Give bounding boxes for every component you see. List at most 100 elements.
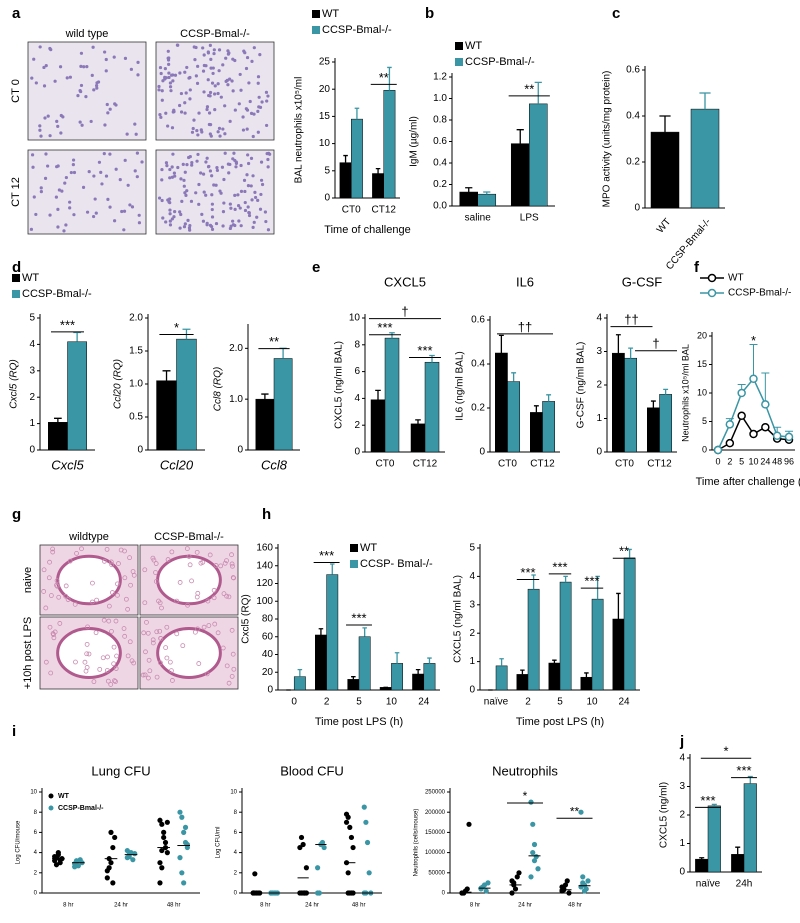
cell — [123, 56, 128, 60]
y-axis-label: Log CFU/mouse — [16, 820, 22, 864]
cell — [93, 197, 97, 201]
cell — [256, 81, 260, 85]
cell — [215, 168, 220, 173]
cell — [84, 94, 88, 99]
cell — [245, 55, 250, 60]
cell — [257, 95, 261, 99]
bar — [559, 581, 572, 691]
cell — [211, 71, 215, 76]
cell — [159, 71, 163, 76]
tissue — [224, 558, 229, 564]
cell — [58, 65, 63, 69]
y-tick-label: 4 — [234, 850, 238, 856]
cell — [253, 190, 257, 194]
tissue — [46, 575, 52, 581]
cell — [166, 49, 170, 53]
tissue — [194, 594, 200, 600]
y-tick-label: 4 — [469, 571, 475, 582]
cell — [182, 178, 186, 182]
cell — [38, 124, 42, 128]
tissue — [122, 575, 128, 581]
error-bar — [520, 669, 525, 675]
cell — [102, 152, 106, 156]
x-tick-label: 96 — [784, 456, 794, 466]
bar — [176, 338, 197, 451]
legend-label: WT — [360, 542, 377, 554]
cell — [230, 79, 234, 83]
tissue — [170, 678, 175, 683]
cell — [212, 183, 216, 187]
cell — [221, 127, 225, 131]
cell — [194, 191, 198, 195]
y-tick-label: 0 — [237, 445, 243, 456]
cell — [99, 170, 103, 174]
bar — [527, 588, 540, 691]
error-bar — [415, 668, 421, 675]
cell — [195, 159, 199, 163]
cell — [194, 45, 198, 50]
point — [108, 860, 114, 866]
cell — [34, 81, 38, 85]
y-tick-label: 4 — [354, 393, 360, 404]
bar — [516, 674, 529, 691]
cell — [223, 151, 227, 155]
cell — [202, 53, 206, 57]
error-bar — [429, 354, 435, 363]
y-tick-label: 0.4 — [626, 111, 640, 122]
y-tick-label: 5 — [702, 416, 707, 426]
point — [459, 890, 465, 896]
tissue — [206, 623, 212, 628]
tissue — [211, 587, 217, 593]
error-bar — [761, 372, 770, 405]
cell — [167, 75, 171, 80]
cell — [169, 89, 173, 93]
x-tick-label: 24 — [418, 697, 430, 708]
x-tick-label: 24 hr — [518, 903, 532, 909]
cell — [226, 83, 230, 87]
bar — [659, 394, 672, 453]
x-axis-label: Time post LPS (h) — [315, 716, 403, 728]
point — [581, 888, 588, 894]
y-tick-label: 25 — [319, 57, 331, 68]
tissue — [224, 593, 230, 599]
cell — [94, 211, 98, 215]
panel-letter: g — [12, 506, 21, 523]
y-axis-label: Ccl8 (RQ) — [213, 367, 224, 411]
point — [509, 890, 515, 896]
tissue — [229, 561, 235, 567]
y-tick-label: 40 — [262, 649, 274, 660]
cell — [178, 210, 182, 214]
cell — [103, 50, 107, 54]
cell — [160, 89, 164, 93]
cell — [201, 172, 206, 176]
bar — [255, 398, 275, 451]
y-tick-label: 1 — [29, 418, 35, 429]
cell — [264, 219, 268, 224]
error-bar — [54, 417, 62, 423]
cell — [87, 170, 91, 174]
cell — [42, 84, 47, 88]
cell — [206, 78, 210, 82]
cell — [222, 177, 226, 182]
tissue — [186, 554, 192, 559]
error-bar — [615, 334, 621, 354]
tissue — [63, 583, 69, 589]
cell — [258, 207, 263, 211]
cell — [223, 132, 227, 136]
cell — [167, 200, 171, 204]
bar — [383, 90, 396, 199]
tissue — [221, 591, 227, 597]
point — [347, 824, 353, 830]
cell — [68, 206, 72, 210]
bar — [690, 108, 720, 209]
point — [772, 431, 782, 440]
y-tick-label: 0 — [324, 193, 330, 204]
cell — [113, 219, 117, 223]
x-tick-label: CT12 — [372, 205, 397, 216]
point — [157, 860, 163, 866]
y-tick-label: 10 — [319, 138, 331, 149]
cell — [48, 46, 52, 51]
x-tick-label: 0 — [291, 697, 297, 708]
y-tick-label: 0.2 — [471, 403, 485, 414]
